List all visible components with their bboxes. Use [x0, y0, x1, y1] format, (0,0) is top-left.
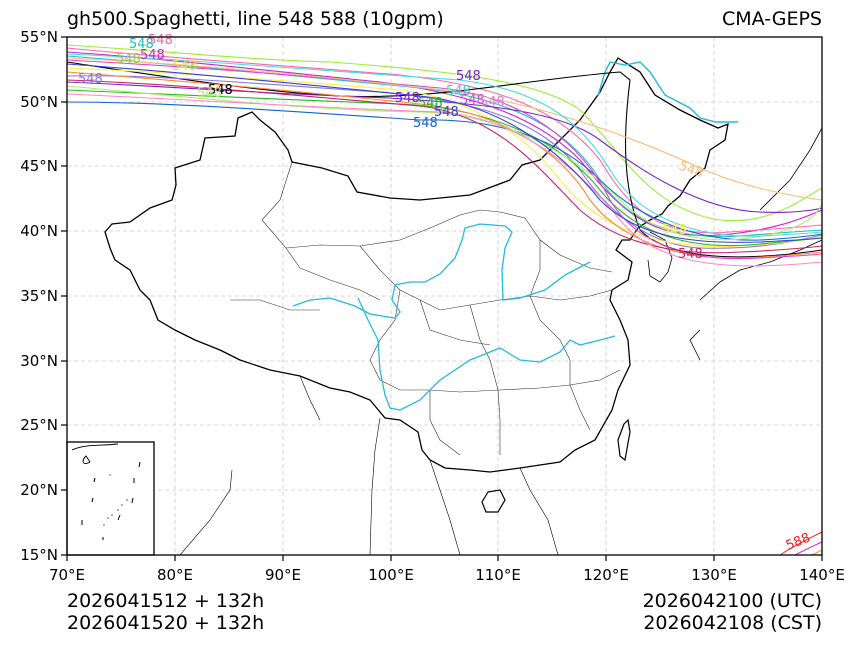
- contour-label: 548: [677, 159, 705, 182]
- contour-label: 548: [208, 83, 233, 98]
- south-china-sea-inset: [66, 441, 155, 556]
- contour-label: 548: [456, 69, 481, 84]
- x-tick-label: 90°E: [264, 566, 302, 584]
- contour-label: 548: [460, 93, 485, 108]
- contour-label: 548: [434, 105, 459, 120]
- x-tick-label: 100°E: [368, 566, 414, 584]
- init-time-utc: 2026041512 + 132h: [67, 590, 265, 612]
- contour-label: 548: [140, 48, 165, 63]
- x-tick-label: 70°E: [48, 566, 86, 584]
- y-tick-label: 25°N: [20, 416, 58, 434]
- sea-borders: [179, 375, 559, 555]
- contour-label: 548: [446, 84, 471, 99]
- x-tick-label: 140°E: [799, 566, 845, 584]
- contour-label: 548: [678, 247, 703, 262]
- china-border: [104, 57, 729, 473]
- chart-title: gh500.Spaghetti, line 548 588 (10gpm): [67, 8, 444, 30]
- y-tick-label: 40°N: [20, 222, 58, 240]
- contour-label: 548: [413, 116, 438, 131]
- y-tick-label: 30°N: [20, 352, 58, 370]
- contour-label: 548: [78, 72, 103, 87]
- contour-label: 588: [784, 531, 813, 554]
- y-tick-label: 55°N: [20, 28, 58, 46]
- valid-time-block: 2026042100 (UTC) 2026042108 (CST): [643, 590, 822, 634]
- contour-label: 548: [395, 91, 420, 106]
- contour-label: 548: [418, 96, 443, 111]
- contour-label: 548: [148, 33, 173, 48]
- valid-time-utc: 2026042100 (UTC): [642, 590, 822, 612]
- x-tick-label: 80°E: [156, 566, 194, 584]
- init-time-block: 2026041512 + 132h 2026041520 + 132h: [67, 590, 264, 634]
- init-time-cst: 2026041520 + 132h: [67, 612, 265, 634]
- x-tick-label: 110°E: [475, 566, 521, 584]
- contour-label: 548: [197, 86, 222, 101]
- province-borders: [230, 161, 621, 456]
- y-tick-label: 50°N: [20, 93, 58, 111]
- contour-label: 548: [116, 52, 141, 67]
- hainan-island: [481, 489, 506, 513]
- y-tick-label: 45°N: [20, 157, 58, 175]
- contours-548: [67, 44, 822, 267]
- contour-label: 548: [480, 95, 505, 110]
- y-tick-label: 15°N: [20, 546, 58, 564]
- x-tick-label: 130°E: [691, 566, 737, 584]
- contour-label: 548: [172, 59, 197, 74]
- valid-time-cst: 2026042108 (CST): [643, 612, 822, 634]
- y-tick-label: 35°N: [20, 287, 58, 305]
- axis-ticks: [61, 36, 823, 561]
- contour-labels: 548 548 548 548 548 548 548 548 548 548 …: [78, 33, 813, 554]
- contour-label: 548: [662, 223, 687, 238]
- model-name: CMA-GEPS: [721, 8, 822, 30]
- yangtze-river: [357, 297, 616, 411]
- x-tick-label: 120°E: [583, 566, 629, 584]
- contour-label: 548: [129, 37, 154, 52]
- amur-river: [597, 61, 738, 123]
- contours-588: [779, 531, 822, 555]
- korea-coast: [647, 231, 673, 283]
- y-tick-label: 20°N: [20, 481, 58, 499]
- yellow-river: [292, 223, 591, 319]
- taiwan-island: [617, 418, 631, 462]
